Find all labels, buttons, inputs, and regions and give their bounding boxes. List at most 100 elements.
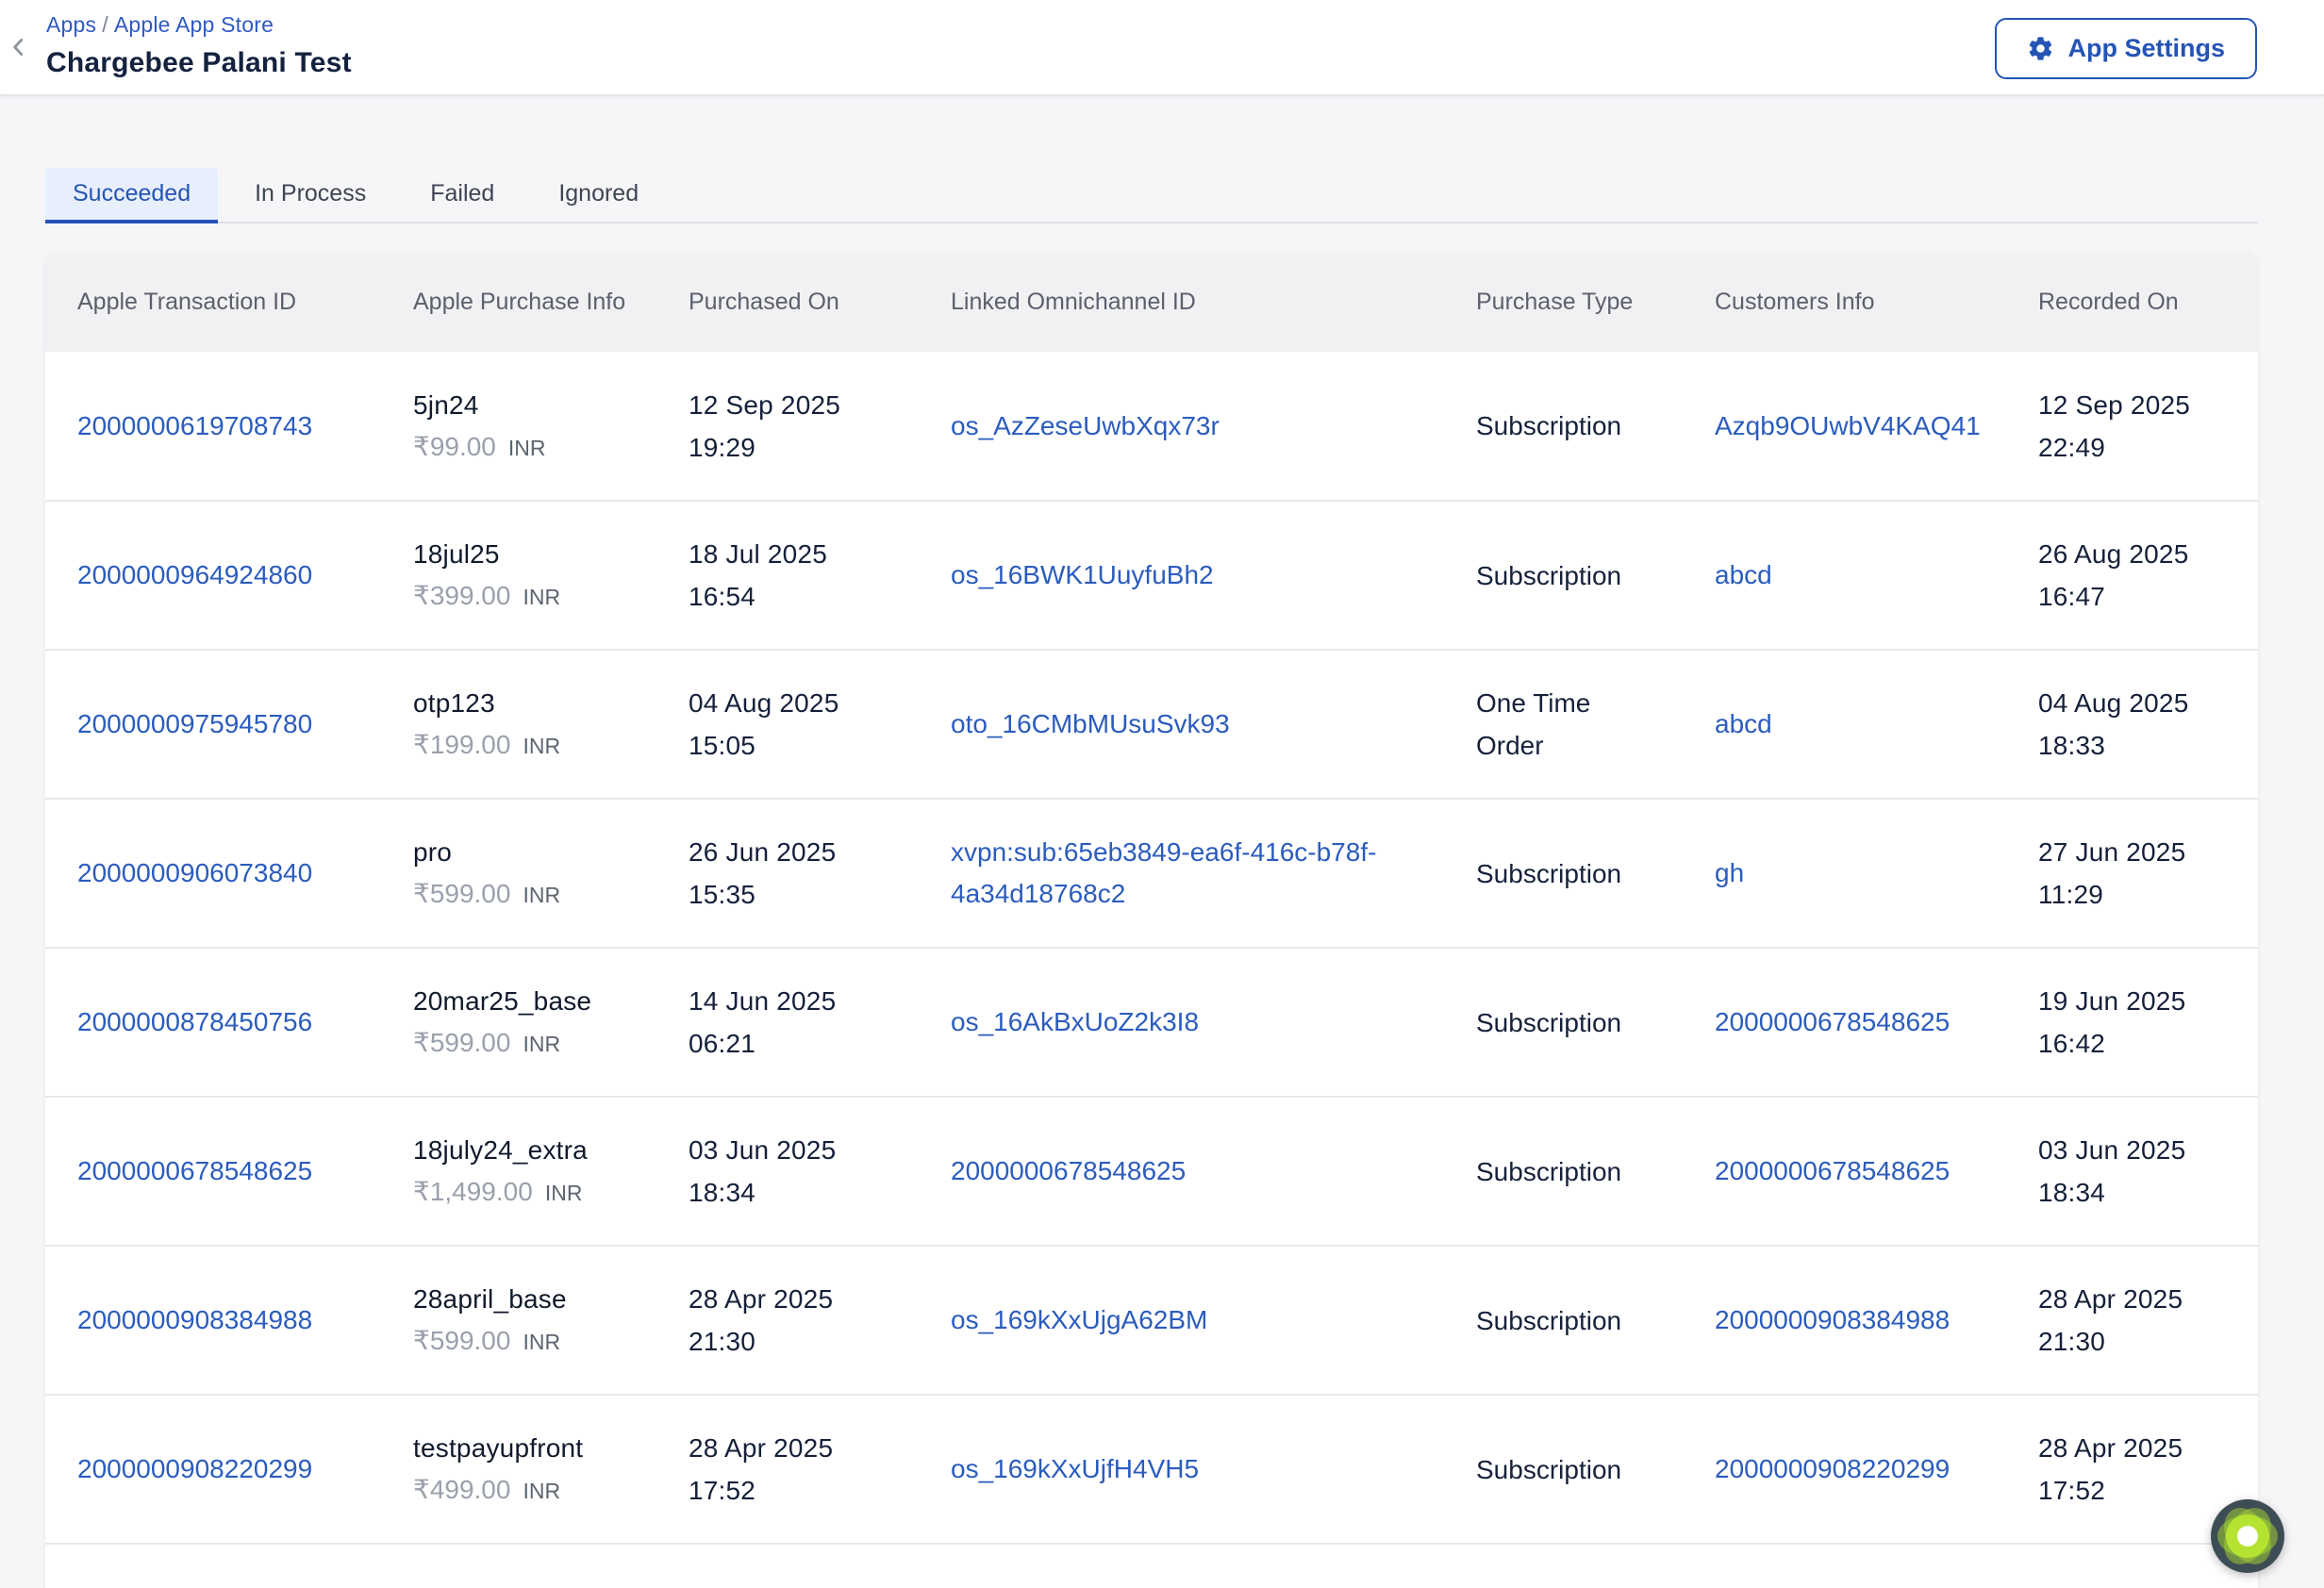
price: ₹499.00: [413, 1475, 510, 1504]
transaction-id-link[interactable]: 2000000619708743: [77, 411, 312, 440]
plan-name: 18jul25: [413, 539, 662, 570]
gear-icon: [2027, 35, 2054, 62]
price-line: ₹499.00 INR: [413, 1474, 662, 1505]
breadcrumb: Apps/Apple App Store: [46, 12, 274, 38]
recorded-time: 21:30: [2038, 1320, 2232, 1363]
customer-link[interactable]: abcd: [1715, 560, 1772, 589]
cell-omnichannel-id: oto_16CMbMUsuSvk93: [951, 650, 1476, 799]
cell-purchased-on: 28 Apr 2025 21:30: [689, 1246, 951, 1395]
recorded-time: 16:42: [2038, 1022, 2232, 1065]
omnichannel-id-link[interactable]: os_16BWK1UuyfuBh2: [951, 554, 1214, 596]
customer-link[interactable]: Azqb9OUwbV4KAQ41: [1715, 411, 1981, 440]
purchased-time: 15:05: [689, 724, 924, 767]
recorded-date: 27 Jun 2025: [2038, 831, 2232, 873]
plan-name: pro: [413, 837, 662, 868]
cell-purchase-info: 28april_base ₹599.00INR: [413, 1246, 689, 1395]
cell-purchased-on: 18 Jul 2025 16:54: [689, 501, 951, 650]
price-line: ₹199.00INR: [413, 729, 662, 760]
customer-link[interactable]: gh: [1715, 858, 1744, 887]
recorded-time: 16:47: [2038, 575, 2232, 618]
cell-customer-info: Azqb9OUwbV4KAQ41: [1715, 352, 2038, 501]
omnichannel-id-link[interactable]: os_169kXxUjgA62BM: [951, 1299, 1207, 1341]
price-line: ₹399.00INR: [413, 580, 662, 611]
cell-omnichannel-id: os_16AkBxUoZ2k3I8: [951, 948, 1476, 1097]
currency-code: INR: [523, 883, 560, 907]
cell-purchase-type: Subscription: [1476, 948, 1715, 1097]
customer-link[interactable]: 2000000678548625: [1715, 1007, 1950, 1036]
col-header-apple-transaction-id: Apple Transaction ID: [45, 253, 413, 352]
price: ₹599.00: [413, 1326, 510, 1355]
omnichannel-id-link[interactable]: os_169kXxUjfH4VH5: [951, 1448, 1199, 1490]
price-line: ₹1,499.00INR: [413, 1176, 662, 1207]
back-button[interactable]: [0, 30, 38, 68]
currency-code: INR: [508, 436, 546, 460]
cell-omnichannel-id: os_AzZeseUwbXqx73r: [951, 352, 1476, 501]
table-row: 2000000619708743 5jn24 ₹99.00INR 12 Sep …: [45, 352, 2258, 501]
purchased-date: 14 Jun 2025: [689, 980, 924, 1022]
purchased-time: 06:21: [689, 1022, 924, 1065]
table-row: 2000000878450756 20mar25_base ₹599.00INR…: [45, 948, 2258, 1097]
omnichannel-id-link[interactable]: oto_16CMbMUsuSvk93: [951, 703, 1230, 745]
col-header-recorded-on: Recorded On: [2038, 253, 2258, 352]
cell-transaction-id: 2000000678548625: [45, 1097, 413, 1246]
cell-transaction-id: 2000000964924860: [45, 501, 413, 650]
cell-purchase-type: Subscription: [1476, 352, 1715, 501]
price-line: ₹599.00INR: [413, 1325, 662, 1356]
cell-purchase-info: 20mar25_base ₹599.00INR: [413, 948, 689, 1097]
recorded-date: 04 Aug 2025: [2038, 682, 2232, 724]
help-beacon-widget[interactable]: [2211, 1499, 2284, 1573]
purchase-type: Subscription: [1476, 1299, 1621, 1342]
cell-purchase-type: Subscription: [1476, 1097, 1715, 1246]
tab-failed[interactable]: Failed: [403, 168, 522, 222]
col-header-customers-info: Customers Info: [1715, 253, 2038, 352]
recorded-date: 12 Sep 2025: [2038, 384, 2232, 426]
omnichannel-id-link[interactable]: os_AzZeseUwbXqx73r: [951, 405, 1220, 447]
purchased-date: 28 Apr 2025: [689, 1278, 924, 1320]
customer-link[interactable]: abcd: [1715, 709, 1772, 738]
purchased-time: 17:52: [689, 1469, 924, 1512]
purchase-type: Subscription: [1476, 1448, 1621, 1491]
status-tabs: Succeeded In Process Failed Ignored: [45, 168, 2258, 223]
cell-purchased-on: 26 Jun 2025 15:35: [689, 799, 951, 948]
plan-name: testpayupfront: [413, 1433, 662, 1464]
cell-recorded-on: 12 Sep 2025 22:49: [2038, 352, 2258, 501]
customer-link[interactable]: 2000000908220299: [1715, 1454, 1950, 1483]
cell-purchase-info: 18jul25 ₹399.00INR: [413, 501, 689, 650]
plan-name: 28april_base: [413, 1284, 662, 1315]
omnichannel-id-link[interactable]: xvpn:sub:65eb3849-ea6f-416c-b78f-4a34d18…: [951, 832, 1394, 915]
purchased-date: 12 Sep 2025: [689, 384, 924, 426]
transaction-id-link[interactable]: 2000000908220299: [77, 1454, 312, 1483]
tab-ignored[interactable]: Ignored: [531, 168, 666, 222]
recorded-date: 03 Jun 2025: [2038, 1129, 2232, 1171]
cell-transaction-id: 2000000908220299: [45, 1395, 413, 1544]
purchase-type: Subscription: [1476, 852, 1621, 895]
omnichannel-id-link[interactable]: os_16AkBxUoZ2k3I8: [951, 1001, 1199, 1043]
transaction-id-link[interactable]: 2000000908384988: [77, 1305, 312, 1334]
tab-in-process[interactable]: In Process: [227, 168, 393, 222]
plan-name: 20mar25_base: [413, 986, 662, 1017]
price: ₹1,499.00: [413, 1177, 533, 1206]
breadcrumb-apple-app-store[interactable]: Apple App Store: [114, 12, 274, 37]
cell-transaction-id: 2000000906073840: [45, 799, 413, 948]
omnichannel-id-link[interactable]: 2000000678548625: [951, 1150, 1186, 1192]
price: ₹399.00: [413, 581, 510, 610]
purchased-date: 03 Jun 2025: [689, 1129, 924, 1171]
transaction-id-link[interactable]: 2000000975945780: [77, 709, 312, 738]
recorded-time: 18:33: [2038, 724, 2232, 767]
transaction-id-link[interactable]: 2000000878450756: [77, 1007, 312, 1036]
recorded-date: 28 Apr 2025: [2038, 1278, 2232, 1320]
breadcrumb-apps[interactable]: Apps: [46, 12, 96, 37]
customer-link[interactable]: 2000000908384988: [1715, 1305, 1950, 1334]
cell-recorded-on: 03 Jun 2025 18:34: [2038, 1097, 2258, 1246]
plan-name: 18july24_extra: [413, 1135, 662, 1166]
app-settings-button[interactable]: App Settings: [1995, 18, 2258, 79]
transaction-id-link[interactable]: 2000000964924860: [77, 560, 312, 589]
tab-succeeded[interactable]: Succeeded: [45, 168, 218, 222]
customer-link[interactable]: 2000000678548625: [1715, 1156, 1950, 1185]
cell-purchase-info: testpayupfront ₹499.00 INR: [413, 1395, 689, 1544]
transaction-id-link[interactable]: 2000000906073840: [77, 858, 312, 887]
currency-code: INR: [523, 1479, 560, 1503]
cell-recorded-on: 26 Aug 2025 16:47: [2038, 501, 2258, 650]
transaction-id-link[interactable]: 2000000678548625: [77, 1156, 312, 1185]
table-row: 2000000678548625 18july24_extra ₹1,499.0…: [45, 1097, 2258, 1246]
